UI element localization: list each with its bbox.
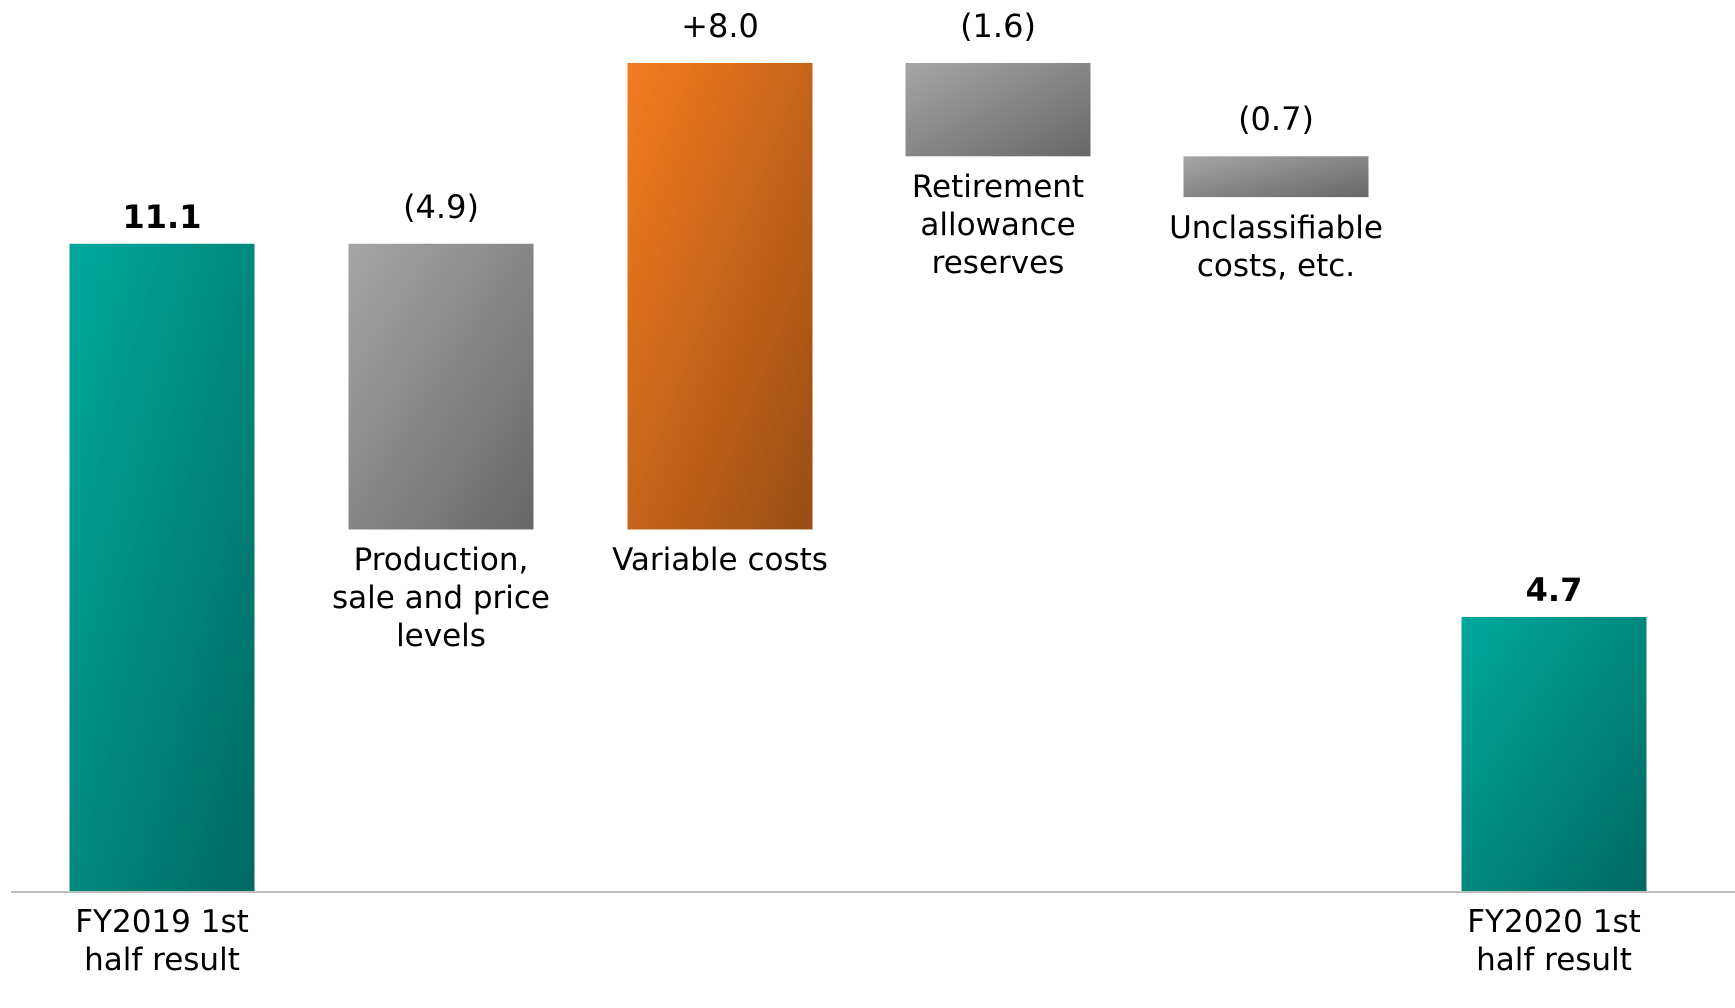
value-label: (1.6) [960, 7, 1036, 45]
bar [627, 63, 813, 530]
value-label: (4.9) [403, 187, 479, 226]
category-label: Unclassifiable costs, etc. [1169, 210, 1383, 285]
category-label: FY2019 1st half result [75, 904, 249, 978]
value-label: +8.0 [681, 7, 759, 45]
bar [905, 63, 1091, 157]
value-label: 11.1 [122, 197, 202, 236]
bar [69, 243, 255, 891]
category-label: Production, sale and price levels [331, 542, 550, 655]
value-label: 4.7 [1525, 570, 1583, 609]
bar [348, 243, 534, 530]
bar [1461, 616, 1647, 891]
category-label: FY2020 1st half result [1467, 904, 1641, 978]
bar [1183, 156, 1369, 198]
category-label: Variable costs [612, 542, 828, 579]
value-label: (0.7) [1238, 100, 1314, 139]
category-label: Retirement allowance reserves [911, 169, 1085, 282]
